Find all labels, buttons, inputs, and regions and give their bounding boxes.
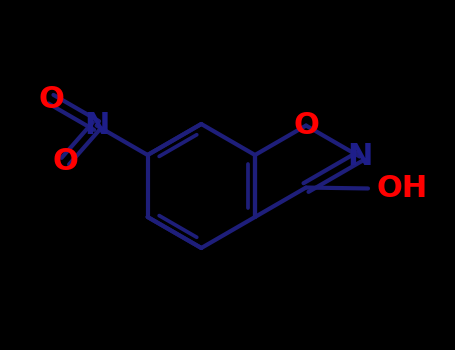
Text: O: O [38, 85, 64, 114]
Text: O: O [52, 147, 78, 176]
Text: N: N [347, 142, 372, 171]
Text: N: N [84, 111, 109, 140]
Text: OH: OH [376, 174, 427, 203]
Text: O: O [293, 111, 319, 140]
